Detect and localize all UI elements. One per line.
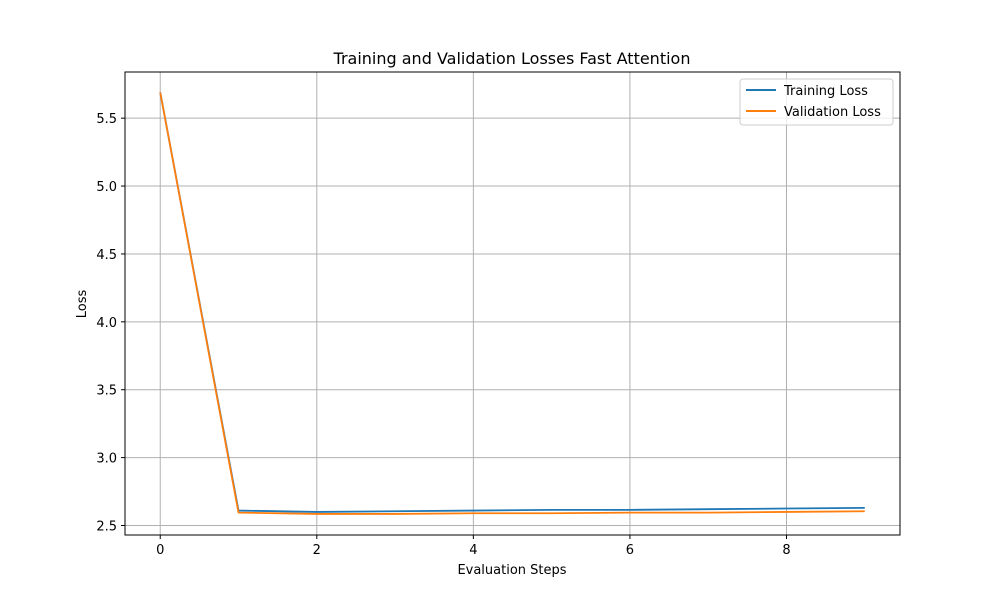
- y-tick-label: 5.0: [96, 180, 117, 195]
- grid: [125, 72, 900, 535]
- legend-label-validation-loss: Validation Loss: [784, 105, 881, 120]
- y-axis-ticks: 2.5 3.0 3.5 4.0 4.5 5.0 5.5: [96, 112, 125, 534]
- legend-label-training-loss: Training Loss: [783, 84, 868, 99]
- legend-box: [739, 78, 894, 126]
- x-axis-ticks: 0 2 4 6 8: [156, 535, 791, 558]
- y-tick-label: 2.5: [96, 519, 117, 534]
- x-tick-label: 2: [313, 543, 321, 558]
- series-lines: [159, 92, 865, 515]
- legend: Training Loss Validation Loss: [739, 78, 894, 126]
- y-tick-label: 5.5: [96, 112, 117, 127]
- y-tick-label: 3.0: [96, 452, 117, 467]
- y-tick-label: 4.5: [96, 248, 117, 263]
- x-axis-label: Evaluation Steps: [457, 563, 566, 578]
- x-tick-label: 6: [626, 543, 634, 558]
- series-line-training-loss: [159, 92, 865, 513]
- x-tick-label: 0: [156, 543, 164, 558]
- y-axis-label: Loss: [75, 290, 90, 319]
- series-line-validation-loss: [159, 92, 865, 515]
- chart-title: Training and Validation Losses Fast Atte…: [333, 49, 691, 68]
- x-tick-label: 8: [782, 543, 790, 558]
- y-tick-label: 3.5: [96, 384, 117, 399]
- x-tick-label: 4: [469, 543, 477, 558]
- y-tick-label: 4.0: [96, 316, 117, 331]
- plot-area-frame: [124, 71, 901, 536]
